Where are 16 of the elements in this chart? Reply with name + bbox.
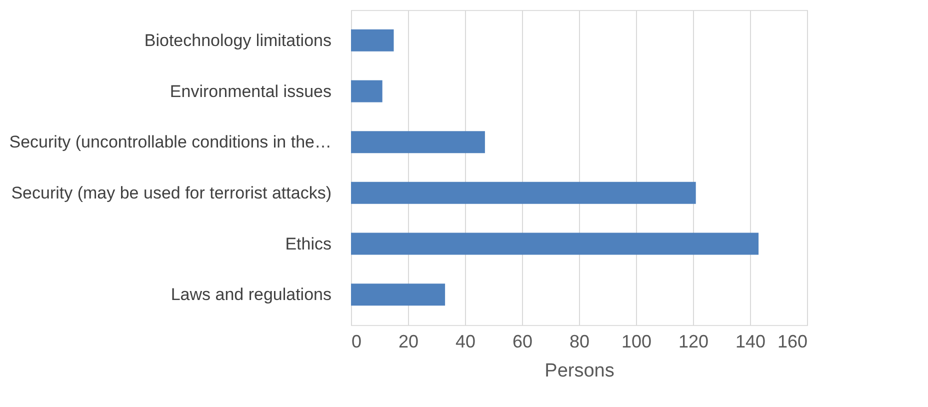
x-tick-label: 140 bbox=[735, 332, 766, 352]
y-tick-label: Security (uncontrollable conditions in the… bbox=[9, 132, 332, 152]
y-tick-label: Environmental issues bbox=[170, 82, 332, 101]
x-tick-label: 60 bbox=[512, 332, 533, 352]
y-tick-label: Ethics bbox=[285, 234, 332, 254]
x-tick-label: 160 bbox=[777, 332, 808, 352]
x-tick-label: 80 bbox=[569, 332, 590, 352]
x-axis-title: Persons bbox=[544, 360, 614, 382]
y-tick-label: Security (may be used for terrorist attacks) bbox=[11, 183, 332, 202]
x-tick-label: 120 bbox=[678, 332, 709, 352]
y-tick-label: Biotechnology limitations bbox=[144, 30, 332, 50]
x-tick-label: 20 bbox=[398, 332, 419, 352]
x-tick-label: 0 bbox=[352, 332, 362, 352]
x-tick-label: 100 bbox=[621, 332, 652, 352]
x-tick-label: 40 bbox=[455, 332, 476, 352]
y-tick-label: Laws and regulations bbox=[170, 285, 332, 304]
